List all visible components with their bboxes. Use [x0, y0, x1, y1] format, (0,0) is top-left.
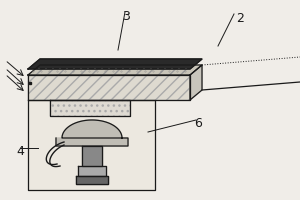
- Polygon shape: [76, 176, 108, 184]
- Text: 3: 3: [122, 10, 130, 23]
- Text: 2: 2: [236, 12, 244, 25]
- Polygon shape: [82, 146, 102, 166]
- Polygon shape: [190, 65, 202, 100]
- Polygon shape: [28, 75, 190, 100]
- Polygon shape: [50, 100, 130, 116]
- Polygon shape: [28, 65, 202, 75]
- Polygon shape: [28, 59, 202, 69]
- Text: 6: 6: [194, 117, 202, 130]
- Polygon shape: [28, 100, 155, 190]
- Text: 4: 4: [16, 145, 24, 158]
- Polygon shape: [56, 120, 128, 146]
- Polygon shape: [78, 166, 106, 176]
